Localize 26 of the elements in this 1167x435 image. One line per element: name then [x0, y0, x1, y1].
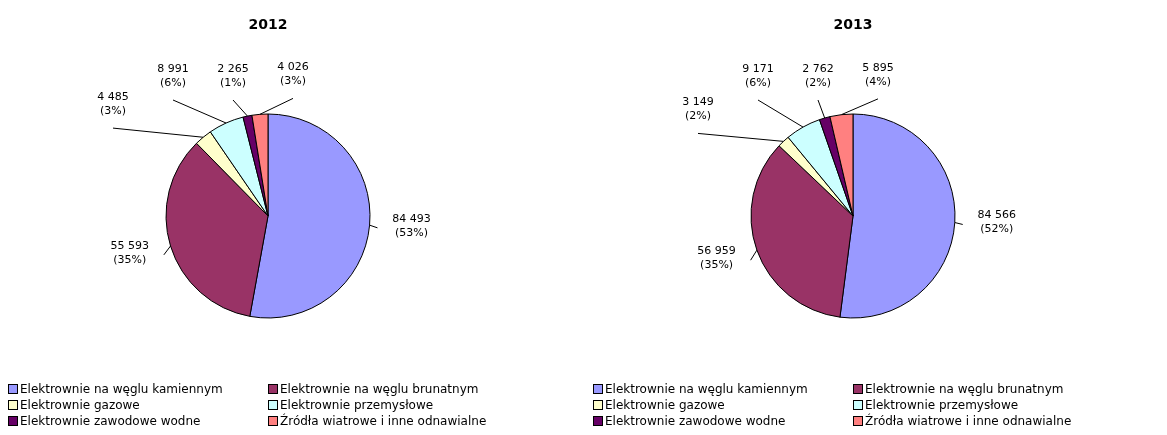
data-label: 2 762 (2%) [802, 62, 834, 89]
legend-label: Elektrownie przemysłowe [280, 398, 434, 412]
data-label: 2 265 (1%) [217, 62, 249, 89]
chart-title: 2013 [832, 15, 874, 34]
legend-label: Elektrownie zawodowe wodne [20, 414, 201, 428]
legend-label: Źródła wiatrowe i inne odnawialne [865, 414, 1072, 428]
data-label: 84 493 (53%) [392, 211, 431, 239]
legend-label: Elektrownie na węglu brunatnym [865, 382, 1064, 396]
data-label: 5 895 (4%) [862, 60, 894, 88]
legend-label: Źródła wiatrowe i inne odnawialne [280, 414, 487, 428]
legend-label: Elektrownie na węglu brunatnym [280, 382, 479, 396]
legend-label: Elektrownie zawodowe wodne [605, 414, 786, 428]
data-label: 3 149 (2%) [682, 95, 714, 123]
data-label: 8 991 (6%) [157, 62, 189, 89]
data-label: 4 026 (3%) [277, 60, 309, 88]
data-label: 9 171 (6%) [742, 62, 774, 89]
data-label: 56 959 (35%) [697, 244, 736, 272]
legend-label: Elektrownie na węglu kamiennym [605, 382, 808, 396]
legend-label: Elektrownie gazowe [20, 398, 140, 412]
data-label: 84 566 (52%) [977, 208, 1016, 236]
chart-title: 2012 [247, 15, 289, 34]
data-label: 4 485 (3%) [97, 90, 129, 118]
data-label: 55 593 (35%) [110, 238, 150, 266]
legend-label: Elektrownie przemysłowe [865, 398, 1019, 412]
legend-label: Elektrownie na węglu kamiennym [20, 382, 223, 396]
legend-label: Elektrownie gazowe [605, 398, 725, 412]
